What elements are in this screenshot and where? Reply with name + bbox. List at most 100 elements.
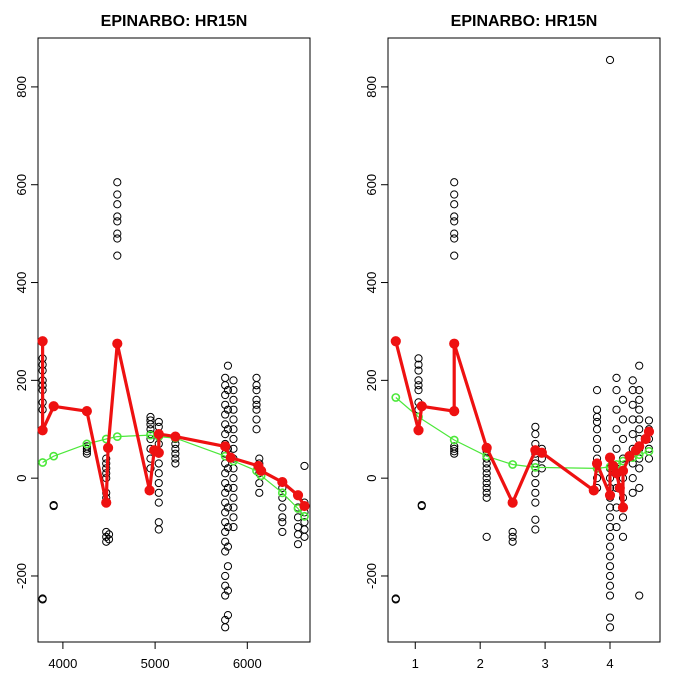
green-series-point: [82, 439, 92, 449]
data-point: [154, 459, 163, 468]
y-tick-label: 200: [14, 369, 29, 391]
data-point: [278, 503, 287, 512]
data-point: [221, 518, 230, 527]
data-point: [618, 395, 628, 405]
data-point: [278, 518, 287, 527]
data-point: [252, 425, 261, 434]
data-point: [278, 513, 287, 522]
data-point: [414, 360, 423, 369]
data-point: [229, 513, 238, 522]
red-series-point: [507, 497, 518, 508]
data-point: [223, 611, 233, 620]
red-series-point: [604, 490, 616, 501]
red-series-point: [299, 500, 310, 512]
data-point: [229, 395, 238, 405]
green-series-point: [391, 393, 401, 402]
data-point: [154, 469, 163, 478]
red-series-point: [416, 401, 427, 412]
data-point: [229, 434, 238, 444]
data-point: [482, 464, 491, 473]
data-point: [221, 498, 230, 507]
data-point: [508, 527, 517, 537]
data-point: [255, 488, 264, 497]
data-point: [531, 469, 540, 478]
y-axis: -200 0 200 400 600 800: [14, 76, 38, 589]
red-series-point: [449, 338, 460, 349]
data-point: [414, 386, 423, 395]
data-point: [252, 400, 261, 409]
data-point: [229, 376, 238, 385]
chart-title: EPINARBO: HR15N: [101, 13, 248, 30]
data-point: [635, 464, 644, 473]
green-series-point: [644, 446, 654, 456]
green-series-point: [300, 511, 309, 521]
green-series-point: [277, 488, 287, 498]
data-point: [113, 217, 122, 226]
data-point: [229, 474, 238, 483]
data-point: [605, 532, 615, 541]
data-point: [635, 405, 644, 414]
red-series-point: [390, 336, 401, 347]
green-series-point: [38, 458, 48, 467]
y-tick-label: -200: [14, 563, 29, 589]
data-point: [482, 493, 491, 502]
data-point: [450, 190, 459, 199]
data-point: [252, 405, 261, 414]
data-point: [592, 412, 602, 422]
data-point: [154, 478, 163, 488]
data-point: [171, 459, 180, 468]
red-series-point: [617, 465, 629, 476]
data-point: [221, 488, 230, 497]
data-point: [300, 518, 309, 527]
data-point: [154, 525, 163, 534]
data-point: [223, 464, 233, 473]
data-point: [104, 530, 114, 539]
data-point: [635, 361, 644, 370]
data-point: [628, 430, 637, 439]
data-point: [221, 581, 230, 590]
data-point: [229, 522, 238, 532]
data-point: [171, 454, 180, 463]
data-point: [618, 513, 628, 522]
data-point: [221, 537, 230, 546]
data-point: [229, 503, 238, 512]
red-series-point: [256, 465, 267, 476]
data-point: [293, 540, 303, 549]
data-point: [605, 55, 615, 65]
data-point: [252, 415, 261, 424]
green-series-point: [530, 463, 540, 472]
data-point: [255, 478, 264, 488]
data-point: [628, 386, 637, 395]
data-point: [221, 373, 230, 383]
red-series-point: [81, 406, 92, 417]
data-point: [221, 420, 230, 429]
red-series-point: [170, 431, 181, 442]
data-point: [221, 615, 230, 625]
data-point: [635, 386, 644, 395]
data-point: [618, 532, 628, 541]
data-point: [229, 425, 238, 434]
red-series-point: [481, 442, 492, 453]
data-point: [221, 571, 230, 581]
red-series-point: [588, 485, 599, 496]
red-series-point: [449, 406, 460, 417]
data-point: [252, 373, 261, 383]
red-series-point: [634, 441, 645, 452]
data-point: [482, 532, 491, 541]
data-point: [592, 425, 602, 434]
data-point: [482, 478, 491, 488]
data-point: [612, 444, 621, 453]
red-series: [37, 336, 310, 512]
data-point: [113, 178, 122, 187]
data-point: [229, 415, 238, 424]
data-point: [612, 386, 621, 395]
data-point: [154, 488, 163, 497]
data-point: [508, 537, 517, 546]
data-point: [221, 410, 230, 419]
red-series-point: [48, 401, 59, 412]
red-series-line: [394, 340, 651, 510]
x-tick-label: 4000: [48, 656, 77, 671]
green-series-point: [449, 435, 459, 445]
red-series-point: [102, 442, 114, 453]
data-point: [605, 581, 615, 590]
